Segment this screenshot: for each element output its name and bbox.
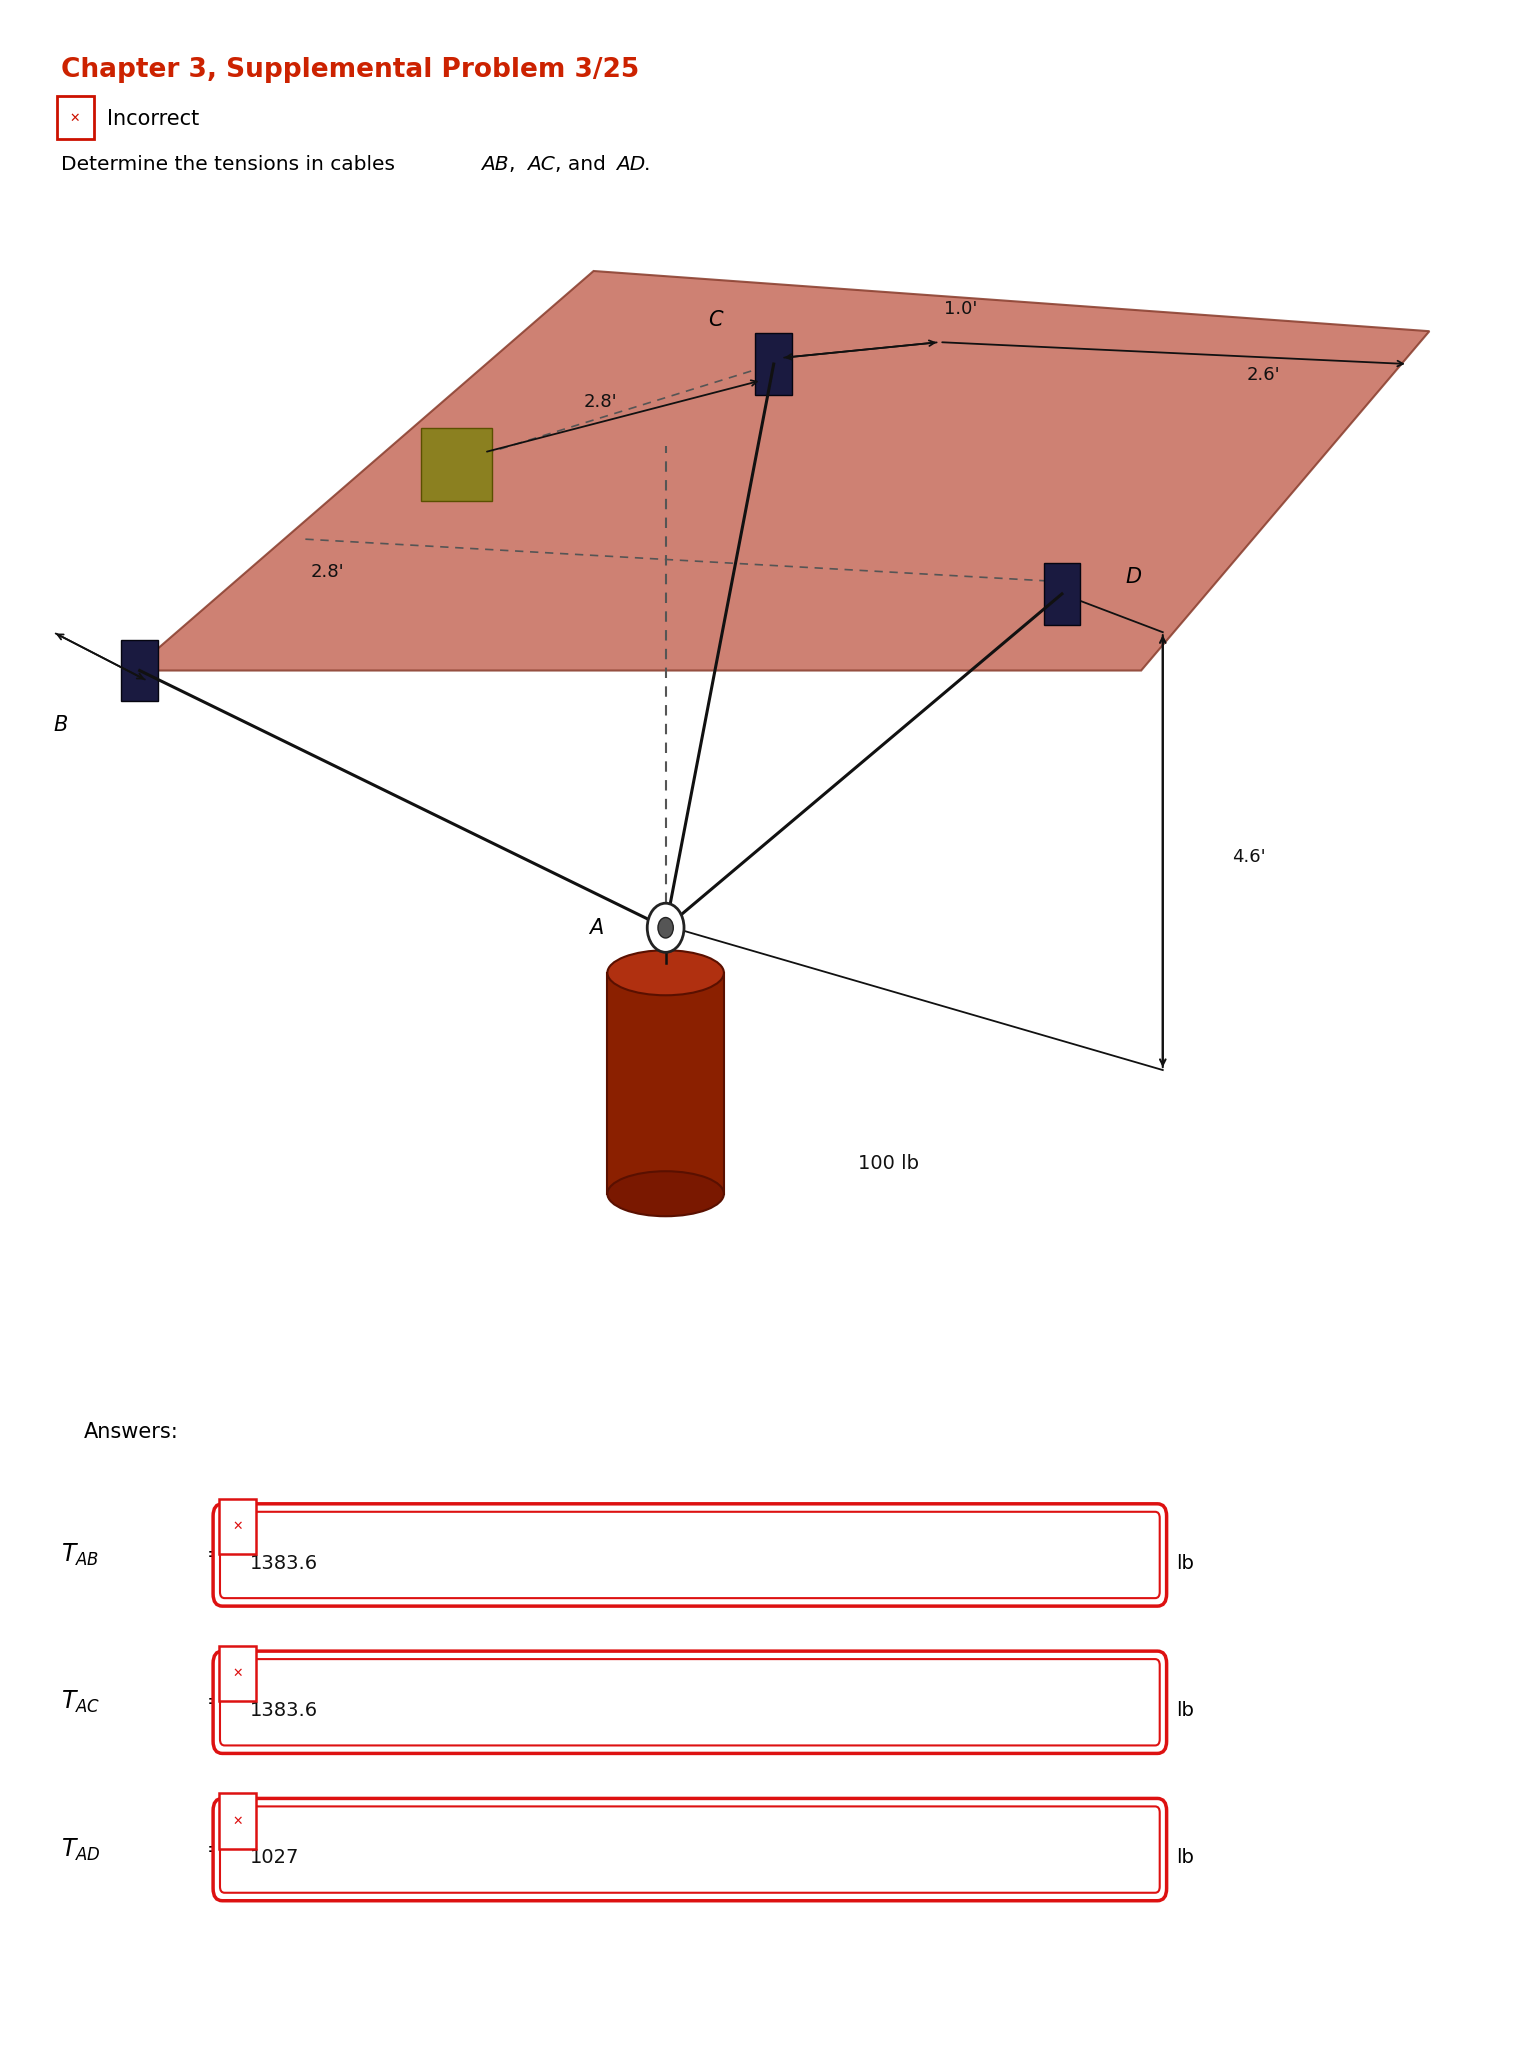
Text: =: =	[207, 1545, 224, 1565]
Text: 1.0': 1.0'	[944, 301, 978, 319]
FancyBboxPatch shape	[219, 1645, 256, 1702]
Text: $C$: $C$	[708, 311, 724, 329]
Text: $T_{AD}$: $T_{AD}$	[61, 1837, 101, 1862]
Text: AB: AB	[481, 155, 509, 174]
Ellipse shape	[607, 949, 724, 994]
Bar	[607, 972, 724, 1193]
Text: $T_{AB}$: $T_{AB}$	[61, 1543, 100, 1567]
FancyBboxPatch shape	[213, 1798, 1167, 1901]
Text: Chapter 3, Supplemental Problem 3/25: Chapter 3, Supplemental Problem 3/25	[61, 57, 639, 84]
Text: Incorrect: Incorrect	[107, 108, 199, 129]
Text: 1027: 1027	[250, 1848, 299, 1868]
FancyBboxPatch shape	[219, 1512, 1159, 1598]
Circle shape	[658, 917, 673, 937]
FancyBboxPatch shape	[219, 1498, 256, 1555]
FancyBboxPatch shape	[219, 1807, 1159, 1893]
Text: Determine the tensions in cables: Determine the tensions in cables	[61, 155, 402, 174]
FancyBboxPatch shape	[121, 640, 158, 702]
Text: 100 lb: 100 lb	[858, 1154, 920, 1172]
Text: AC: AC	[527, 155, 555, 174]
Text: ,: ,	[509, 155, 521, 174]
FancyBboxPatch shape	[219, 1659, 1159, 1745]
Text: 1383.6: 1383.6	[250, 1553, 317, 1573]
Text: 4.6': 4.6'	[1233, 847, 1266, 865]
Text: Answers:: Answers:	[84, 1422, 179, 1442]
Text: =: =	[207, 1839, 224, 1860]
FancyBboxPatch shape	[219, 1792, 256, 1850]
Text: 1383.6: 1383.6	[250, 1700, 317, 1721]
Text: ✕: ✕	[233, 1667, 242, 1680]
Polygon shape	[132, 270, 1429, 671]
Text: 2.8': 2.8'	[584, 393, 618, 411]
FancyBboxPatch shape	[213, 1651, 1167, 1753]
Text: 2.6': 2.6'	[1246, 366, 1280, 385]
Text: $B$: $B$	[52, 716, 67, 735]
FancyBboxPatch shape	[1044, 563, 1081, 624]
Text: AD: AD	[616, 155, 645, 174]
Text: $A$: $A$	[589, 919, 604, 937]
FancyBboxPatch shape	[422, 428, 492, 501]
Text: .: .	[644, 155, 650, 174]
FancyBboxPatch shape	[756, 333, 793, 395]
Text: ✕: ✕	[71, 113, 80, 125]
Text: $D$: $D$	[1125, 567, 1142, 587]
Text: $T_{AC}$: $T_{AC}$	[61, 1690, 101, 1715]
Text: lb: lb	[1176, 1700, 1194, 1721]
Ellipse shape	[607, 1170, 724, 1215]
Circle shape	[647, 902, 684, 951]
Text: 2.8': 2.8'	[310, 563, 343, 581]
FancyBboxPatch shape	[57, 96, 94, 139]
Text: lb: lb	[1176, 1848, 1194, 1868]
Text: lb: lb	[1176, 1553, 1194, 1573]
Text: ✕: ✕	[233, 1520, 242, 1532]
Text: ✕: ✕	[233, 1815, 242, 1827]
Text: =: =	[207, 1692, 224, 1713]
FancyBboxPatch shape	[213, 1504, 1167, 1606]
Text: , and: , and	[555, 155, 612, 174]
